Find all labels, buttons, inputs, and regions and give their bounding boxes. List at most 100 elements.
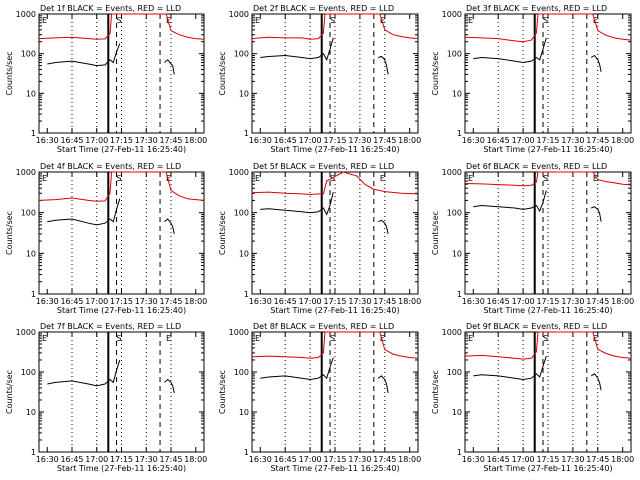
x-tick-label: 17:45: [159, 136, 182, 145]
panel-title: Det 6f BLACK = Events, RED = LLD: [466, 162, 607, 171]
panel-title: Det 4f BLACK = Events, RED = LLD: [40, 162, 181, 171]
x-tick-label: 17:30: [561, 297, 584, 306]
x-axis-label: Start Time (27-Feb-11 16:25:40): [270, 306, 399, 315]
marker-label: S: [330, 174, 335, 183]
x-tick-label: 16:45: [487, 297, 510, 306]
events-line: [260, 357, 334, 381]
x-tick-label: 17:45: [159, 297, 182, 306]
x-tick-label: 17:00: [512, 136, 535, 145]
y-tick-label: 1: [31, 129, 36, 138]
marker-label: E: [468, 174, 473, 183]
y-tick-label: 1: [31, 448, 36, 457]
y-tick-label: 10: [239, 89, 249, 98]
events-line: [260, 37, 334, 62]
x-tick-label: 17:45: [159, 455, 182, 464]
plot-frame: [251, 13, 419, 134]
marker-label: S: [117, 174, 122, 183]
panel-title: Det 1f BLACK = Events, RED = LLD: [40, 4, 181, 13]
x-tick-label: 17:00: [512, 455, 535, 464]
x-tick-label: 16:45: [60, 455, 83, 464]
y-tick-label: 1: [457, 129, 462, 138]
x-tick-label: 17:00: [85, 297, 108, 306]
x-tick-label: 17:15: [323, 297, 346, 306]
x-tick-label: 16:30: [462, 136, 485, 145]
x-tick-label: 18:00: [398, 297, 421, 306]
y-tick-label: 1: [457, 448, 462, 457]
events-line-segment: [591, 206, 602, 222]
lld-line: [464, 171, 632, 187]
panel-det-2: Det 2f BLACK = Events, RED = LLD 1 10 100 10…: [218, 4, 421, 154]
y-tick-label: 10: [239, 408, 249, 417]
x-tick-label: 17:45: [586, 455, 609, 464]
events-line: [47, 43, 121, 67]
y-tick-label: 100: [447, 368, 462, 377]
y-tick-label: 1: [244, 448, 249, 457]
x-tick-label: 16:30: [36, 455, 59, 464]
panel-title: Det 9f BLACK = Events, RED = LLD: [466, 322, 607, 331]
x-tick-label: 17:00: [85, 136, 108, 145]
x-tick-label: 17:15: [110, 297, 133, 306]
x-tick-label: 17:15: [536, 455, 559, 464]
marker-label: E: [593, 334, 598, 343]
y-tick-label: 10: [239, 249, 249, 258]
y-tick-label: 1000: [16, 328, 36, 337]
x-tick-label: 18:00: [184, 297, 207, 306]
x-tick-label: 16:30: [462, 297, 485, 306]
x-tick-label: 17:15: [110, 136, 133, 145]
marker-label: S: [543, 334, 548, 343]
x-tick-label: 16:30: [249, 136, 272, 145]
marker-label: E: [166, 174, 171, 183]
marker-label: E: [42, 334, 47, 343]
x-tick-label: 16:30: [36, 297, 59, 306]
x-tick-label: 17:15: [536, 136, 559, 145]
plot-frame: [464, 13, 632, 134]
y-tick-label: 100: [234, 209, 249, 218]
events-line: [473, 190, 547, 213]
panel-det-7: Det 7f BLACK = Events, RED = LLD 1 10 100 10…: [5, 322, 207, 473]
lld-line: [251, 331, 419, 359]
x-tick-label: 17:30: [561, 455, 584, 464]
lld-line: [464, 331, 632, 360]
x-tick-label: 16:45: [274, 297, 297, 306]
events-line-segment: [164, 218, 175, 235]
lld-line: [251, 13, 419, 40]
x-tick-label: 18:00: [611, 297, 634, 306]
plot-frame: [38, 13, 205, 134]
y-tick-label: 1: [244, 129, 249, 138]
marker-label: E: [468, 16, 473, 25]
y-tick-label: 100: [21, 209, 36, 218]
y-tick-label: 1000: [229, 328, 249, 337]
marker-label: S: [117, 16, 122, 25]
x-tick-label: 18:00: [611, 136, 634, 145]
x-tick-label: 16:30: [36, 136, 59, 145]
y-axis-label: Counts/sec: [218, 51, 227, 95]
events-line-segment: [164, 59, 175, 75]
x-tick-label: 17:30: [348, 136, 371, 145]
panel-title: Det 8f BLACK = Events, RED = LLD: [253, 322, 394, 331]
y-tick-label: 1000: [229, 168, 249, 177]
y-tick-label: 100: [234, 50, 249, 59]
y-axis-label: Counts/sec: [218, 211, 227, 255]
panel-title: Det 5f BLACK = Events, RED = LLD: [253, 162, 394, 171]
x-tick-label: 16:45: [60, 136, 83, 145]
x-tick-label: 17:30: [348, 455, 371, 464]
x-tick-label: 17:30: [135, 136, 158, 145]
y-axis-label: Counts/sec: [5, 211, 14, 255]
x-axis-label: Start Time (27-Feb-11 16:25:40): [483, 464, 612, 473]
x-tick-label: 17:00: [512, 297, 535, 306]
x-tick-label: 17:30: [561, 136, 584, 145]
x-tick-label: 16:45: [274, 455, 297, 464]
lld-line: [38, 171, 205, 202]
lld-line: [464, 13, 632, 43]
events-line-segment: [590, 373, 602, 391]
x-tick-label: 18:00: [184, 136, 207, 145]
x-tick-label: 18:00: [398, 136, 421, 145]
events-line-segment: [377, 375, 389, 393]
marker-label: E: [166, 16, 171, 25]
panel-det-5: Det 5f BLACK = Events, RED = LLD 1 10 100 10…: [218, 162, 421, 315]
x-tick-label: 17:00: [299, 297, 322, 306]
y-tick-label: 1000: [442, 10, 462, 19]
lld-line: [251, 171, 419, 196]
x-tick-label: 17:30: [135, 297, 158, 306]
